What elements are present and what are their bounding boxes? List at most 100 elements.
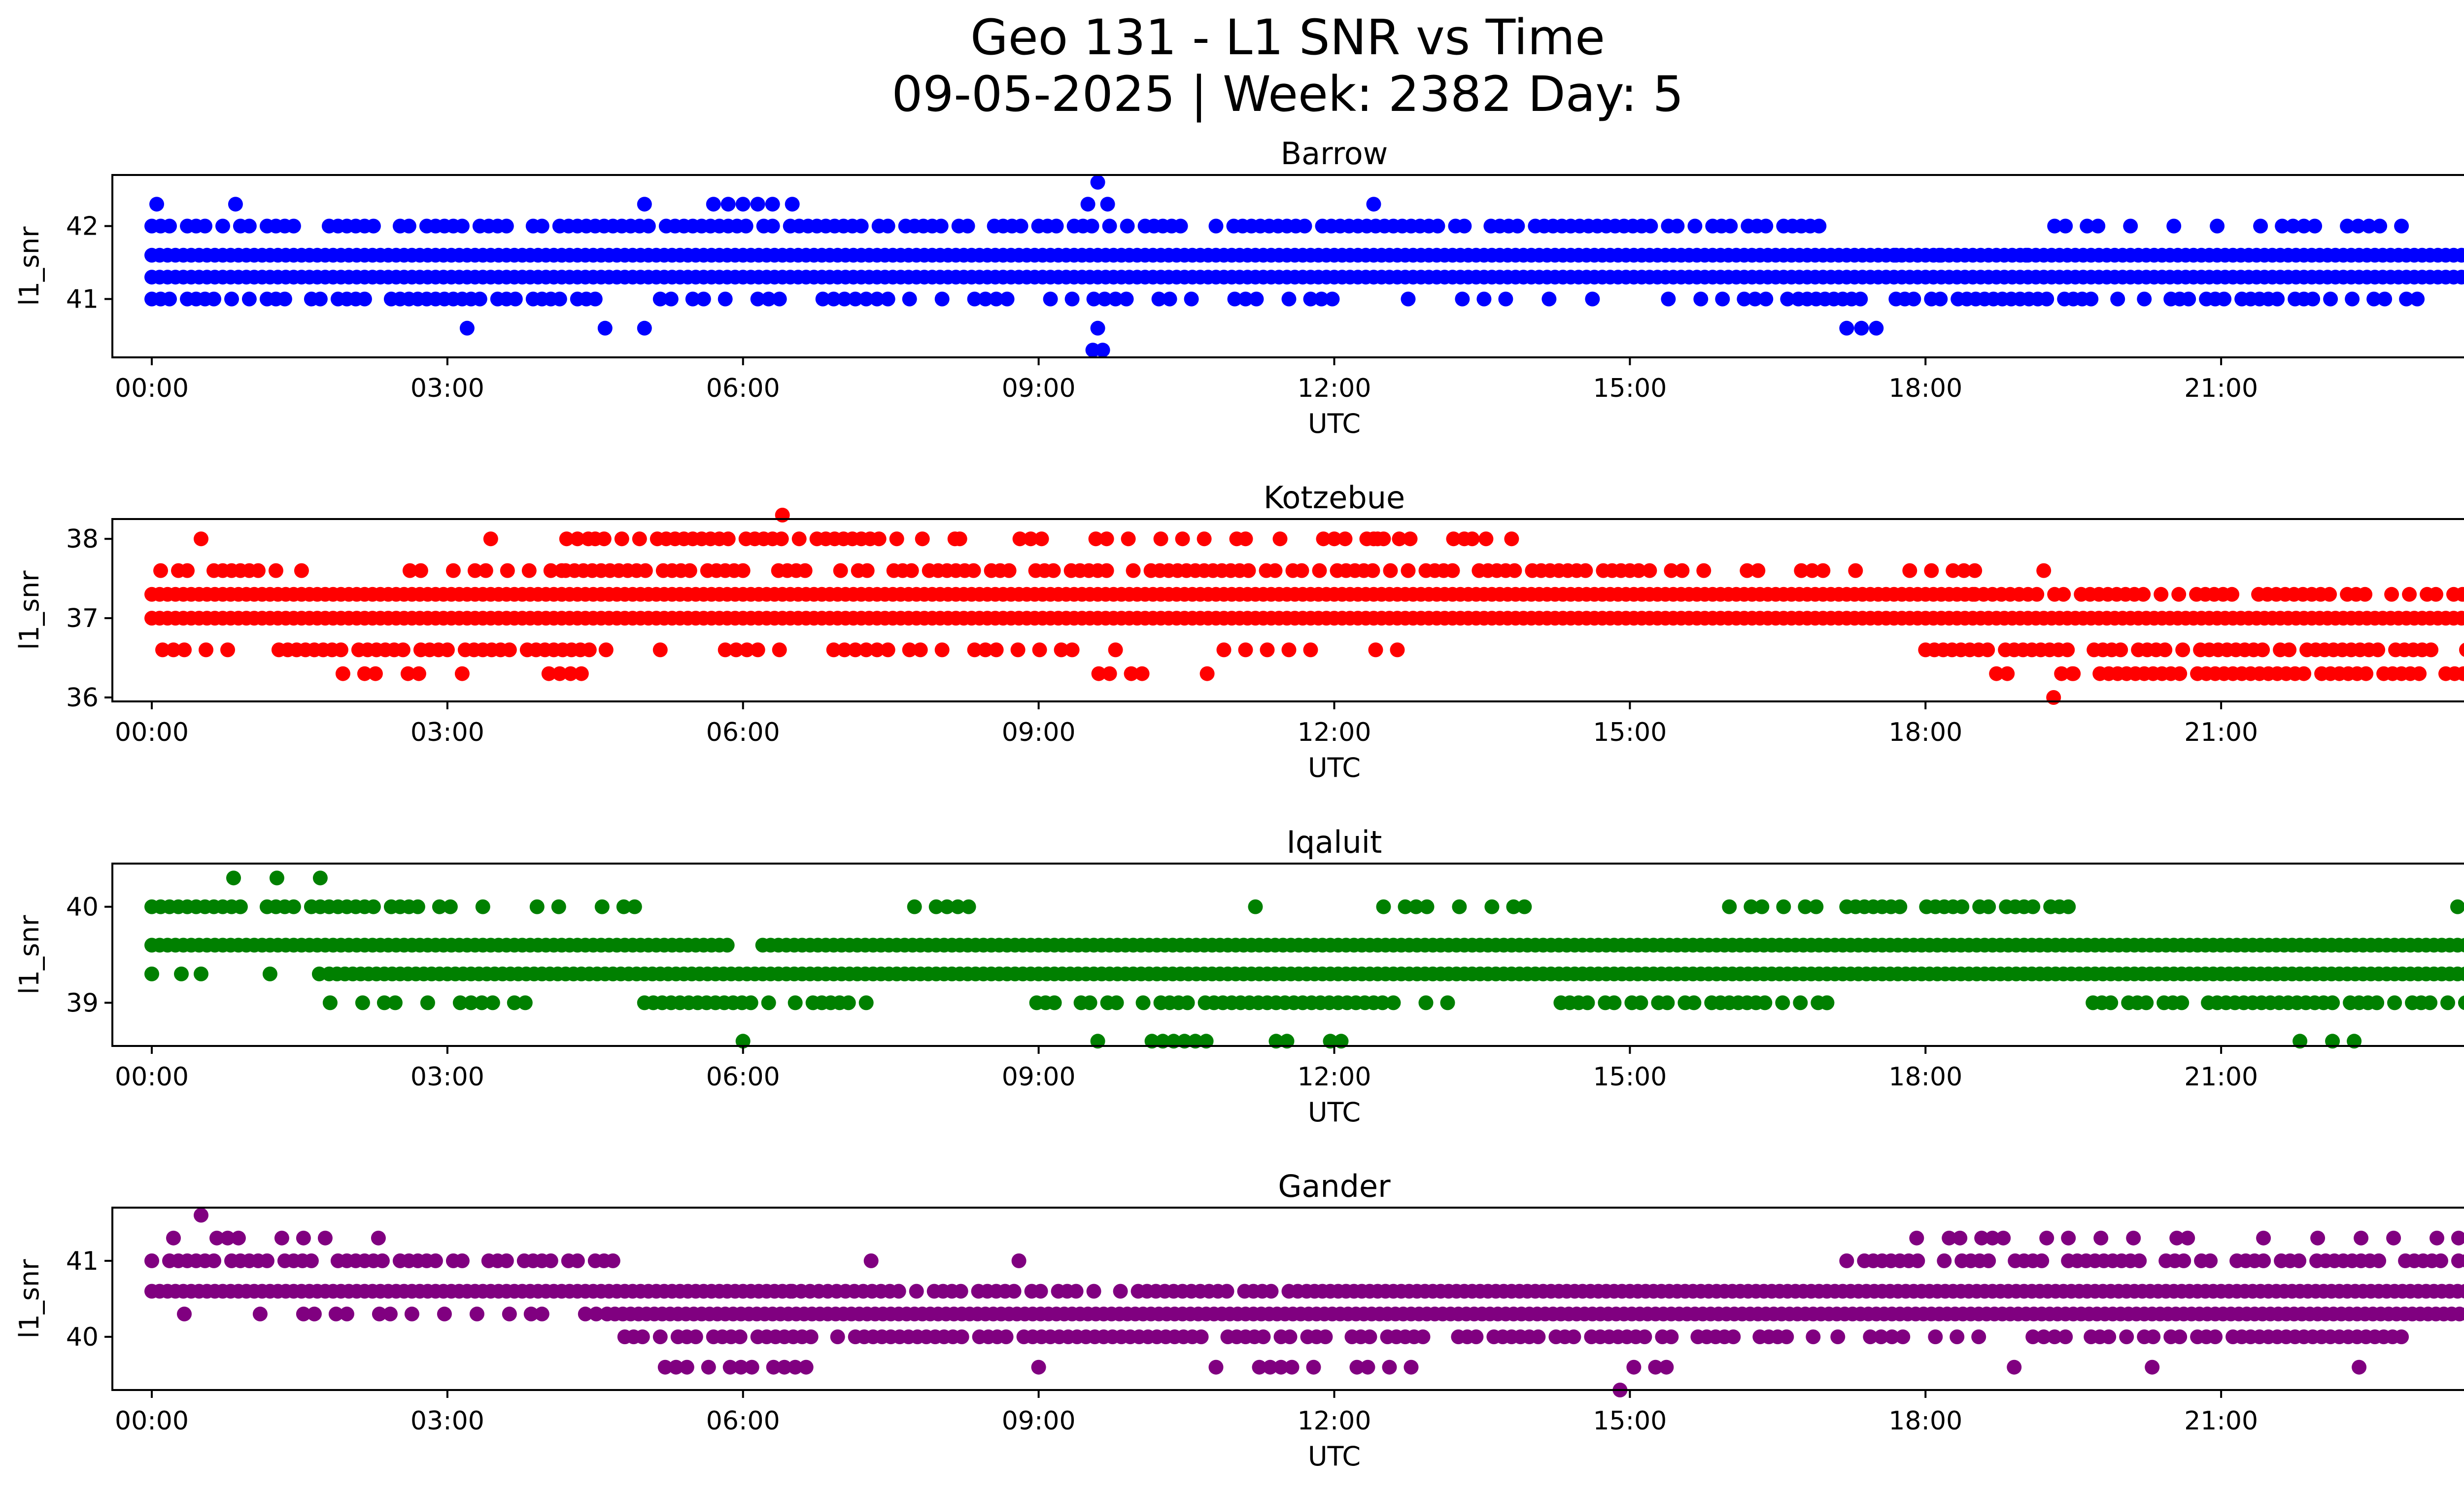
data-point (475, 899, 490, 914)
data-point (1299, 1284, 1314, 1299)
x-tick-label: 03:00 (411, 718, 484, 747)
data-point (733, 1359, 749, 1375)
data-point (2036, 563, 2052, 578)
data-point (907, 899, 922, 914)
data-point (1980, 642, 1995, 658)
data-point (1791, 291, 1806, 307)
data-point (2345, 291, 2360, 307)
data-point (1670, 218, 1685, 234)
data-point (1686, 995, 1702, 1010)
x-tick-label: 15:00 (1593, 1406, 1667, 1436)
data-point (1607, 995, 1622, 1010)
data-point (2282, 642, 2297, 658)
data-point (1086, 291, 1101, 307)
data-point (357, 291, 372, 307)
data-point (1088, 531, 1103, 547)
data-point (1869, 320, 1884, 336)
data-point (1819, 995, 1835, 1010)
data-point (372, 1306, 387, 1321)
data-point (1090, 174, 1105, 190)
data-point (2080, 218, 2095, 234)
data-point (1090, 320, 1105, 336)
data-point (1452, 899, 1467, 914)
data-point (1102, 666, 1117, 681)
data-point (1238, 642, 1253, 658)
data-point (744, 1359, 759, 1375)
data-point (2065, 666, 2080, 681)
data-point (1874, 1329, 1889, 1345)
data-point (718, 642, 733, 658)
data-point (1932, 247, 1947, 263)
subplot-iqaluit: Iqaluit 00:00 03:00 06:00 09:00 12:00 15:00 18:… (14, 824, 2464, 1128)
data-point (1102, 218, 1117, 234)
data-point (366, 899, 381, 914)
data-point (2146, 1329, 2161, 1345)
data-point (1337, 531, 1353, 547)
data-point (1398, 899, 1413, 914)
data-point (521, 563, 537, 578)
subplots: Barrow 00:00 03:00 06:00 09:00 12:00 15:00 18:0… (14, 136, 2464, 1472)
y-tick-label: 36 (66, 683, 99, 713)
data-points (144, 1208, 2464, 1397)
data-point (1715, 291, 1730, 307)
data-point (1722, 899, 1737, 914)
data-point (304, 1253, 319, 1268)
data-point (294, 563, 309, 578)
data-point (833, 563, 848, 578)
x-tick-label: 00:00 (115, 1406, 189, 1436)
data-point (2310, 1230, 2326, 1246)
data-point (274, 1230, 289, 1246)
data-point (718, 291, 733, 307)
y-tick-label: 40 (66, 1322, 99, 1352)
data-point (1446, 531, 1461, 547)
data-point (2440, 995, 2455, 1010)
data-point (2323, 291, 2338, 307)
data-point (153, 563, 168, 578)
data-point (1418, 995, 1434, 1010)
data-point (1775, 995, 1790, 1010)
data-point (989, 642, 1004, 658)
data-point (2054, 666, 2069, 681)
data-point (635, 1329, 650, 1345)
data-point (194, 966, 208, 981)
data-point (953, 1284, 968, 1299)
data-point (880, 218, 895, 234)
data-point (523, 1306, 539, 1321)
data-point (1325, 291, 1340, 307)
data-point (1440, 995, 1455, 1010)
data-point (869, 642, 885, 658)
data-point (685, 291, 700, 307)
data-point (483, 531, 498, 547)
data-point (177, 642, 192, 658)
data-point (2210, 218, 2225, 234)
x-axis-label: UTC (1308, 1097, 1361, 1128)
data-point (224, 291, 239, 307)
data-point (355, 995, 370, 1010)
data-point (2103, 995, 2119, 1010)
data-point (1661, 291, 1676, 307)
data-point (2061, 899, 2076, 914)
data-point (1737, 291, 1752, 307)
data-point (296, 1230, 311, 1246)
data-point (437, 1306, 452, 1321)
data-point (2462, 613, 2464, 624)
data-point (543, 1253, 558, 1268)
data-point (1578, 563, 1593, 578)
data-point (1779, 1329, 1794, 1345)
figure-title-line2: 09-05-2025 | Week: 2382 Day: 5 (891, 66, 1683, 123)
data-point (366, 218, 381, 234)
data-points (144, 870, 2464, 1049)
data-point (1034, 531, 1049, 547)
data-point (1120, 218, 1135, 234)
data-point (688, 1329, 703, 1345)
data-point (1457, 218, 1472, 234)
data-point (2058, 1329, 2073, 1345)
data-point (413, 563, 428, 578)
data-point (1937, 1253, 1952, 1268)
data-point (312, 870, 328, 886)
data-point (909, 1284, 924, 1299)
data-point (1375, 995, 1390, 1010)
data-point (578, 1306, 593, 1321)
data-point (826, 642, 841, 658)
data-point (1469, 1329, 1484, 1345)
